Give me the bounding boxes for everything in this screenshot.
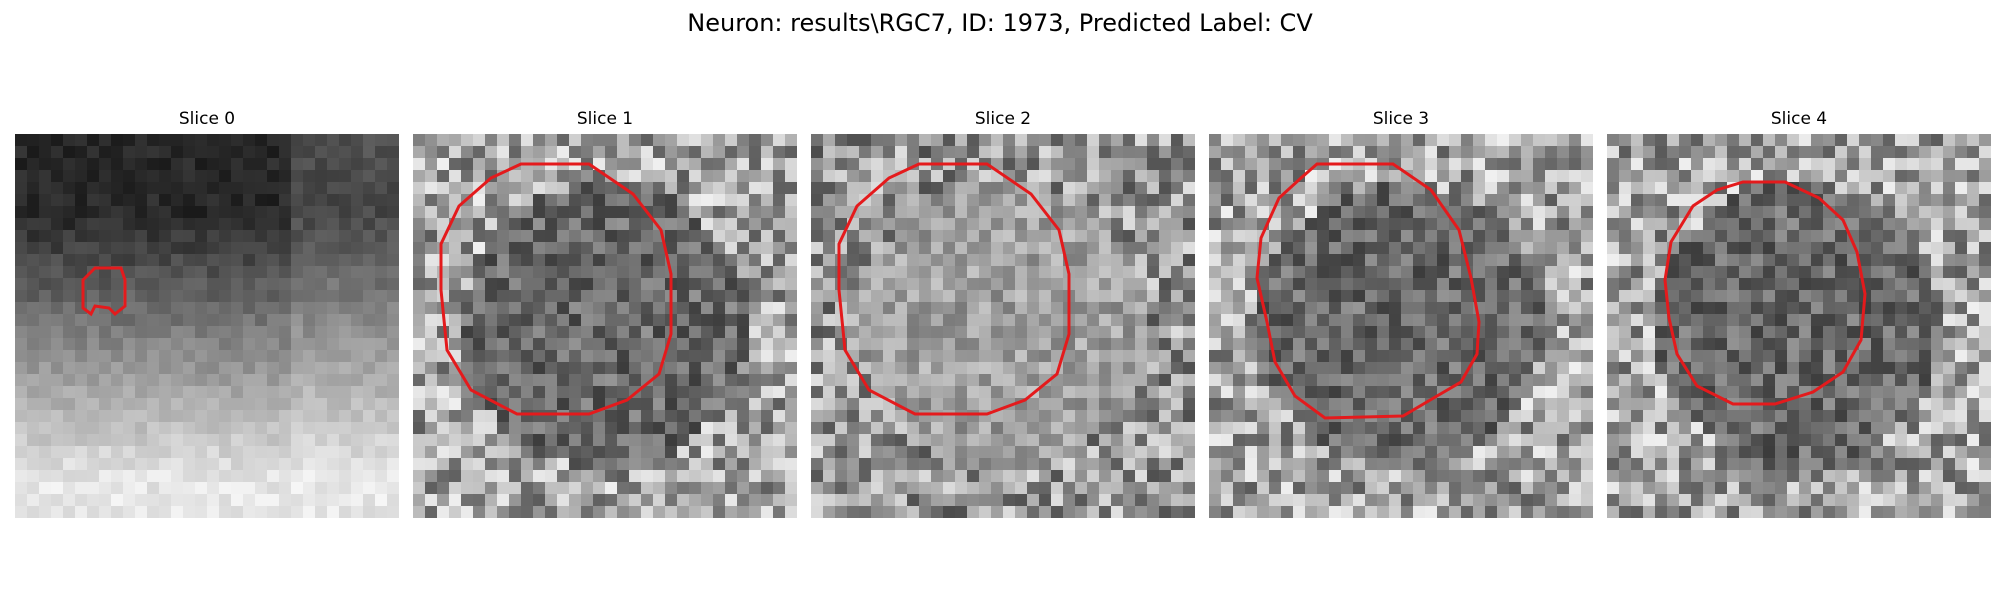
slice-image-4 [1607,134,1991,518]
slice-panel-2: Slice 2 [811,108,1195,520]
roi-contour-3 [1255,162,1481,420]
pixel-grid-4 [1607,134,1991,518]
pixel-grid-2 [811,134,1195,518]
slice-panel-4: Slice 4 [1607,108,1991,520]
slice-title-3: Slice 3 [1372,109,1430,129]
pixel-grid-0 [15,134,399,518]
roi-contour-1 [439,162,673,416]
slice-panel-3: Slice 3 [1209,108,1593,520]
slice-title-0: Slice 0 [178,109,236,129]
slice-image-2 [811,134,1195,518]
roi-contour-2 [837,162,1071,416]
roi-contour-4 [1663,180,1867,406]
slice-title-2: Slice 2 [974,109,1032,129]
slice-image-3 [1209,134,1593,518]
roi-contour-0 [81,266,127,317]
slice-title-1: Slice 1 [576,109,634,129]
pixel-grid-1 [413,134,797,518]
slice-title-4: Slice 4 [1770,109,1828,129]
slice-panel-0: Slice 0 [15,108,399,520]
slice-image-0 [15,134,399,518]
pixel-grid-3 [1209,134,1593,518]
slice-panel-1: Slice 1 [413,108,797,520]
slice-image-1 [413,134,797,518]
figure-title: Neuron: results\RGC7, ID: 1973, Predicte… [687,9,1313,37]
